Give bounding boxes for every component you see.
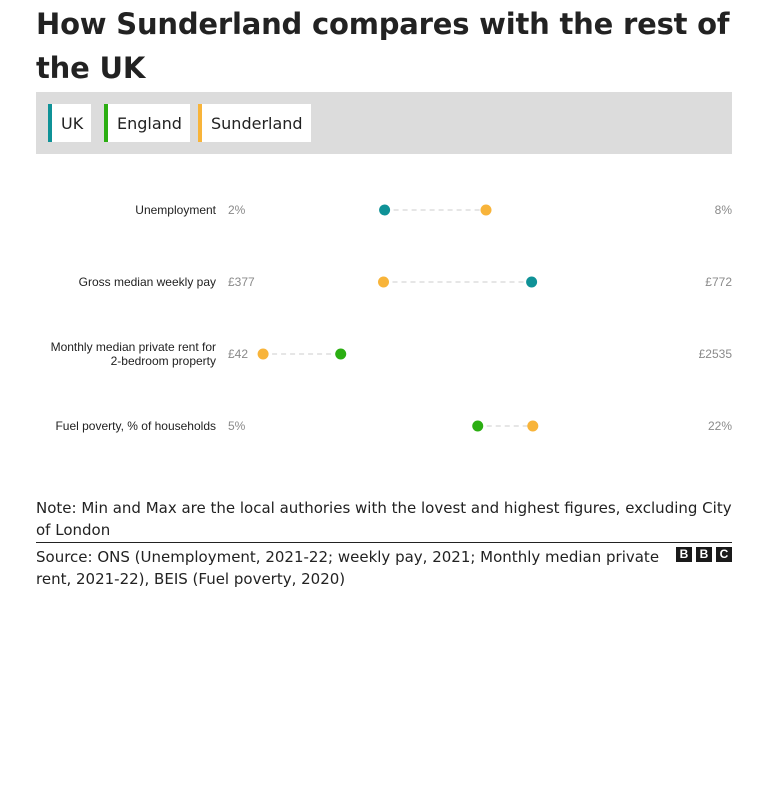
bbc-logo: B B C xyxy=(676,547,732,562)
row-label: Unemployment xyxy=(135,203,216,217)
row-label-line: 2-bedroom property xyxy=(111,354,216,368)
min-label: 2% xyxy=(228,203,246,217)
data-point-england xyxy=(335,348,347,360)
row-label: Monthly median private rent for 2-bedroom… xyxy=(51,340,216,368)
row-label: Gross median weekly pay xyxy=(79,275,216,289)
legend-item-england: England xyxy=(104,104,190,142)
max-label: £772 xyxy=(705,275,732,289)
chart-source: Source: ONS (Unemployment, 2021-22; week… xyxy=(36,548,660,588)
data-point-uk xyxy=(526,276,538,288)
data-point-uk xyxy=(379,204,391,216)
legend-label-sunderland: Sunderland xyxy=(211,113,303,133)
chart-note: Note: Min and Max are the local authorie… xyxy=(36,499,732,539)
max-label: 22% xyxy=(708,419,732,433)
divider xyxy=(36,542,732,543)
legend-item-uk: UK xyxy=(48,104,92,142)
row-label: Fuel poverty, % of households xyxy=(55,419,216,433)
data-point-england xyxy=(472,420,484,432)
chart-title: How Sunderland compares with the rest of… xyxy=(36,7,730,85)
legend-label-england: England xyxy=(117,113,182,133)
data-point-sunderland xyxy=(527,420,539,432)
bbc-logo-block-2: B xyxy=(696,547,712,562)
legend: UK England Sunderland xyxy=(36,92,732,154)
max-label: 8% xyxy=(715,203,733,217)
row-label-line: Monthly median private rent for xyxy=(51,340,216,354)
min-label: 5% xyxy=(228,419,246,433)
dot-range-chart: Unemployment 2% 8% Gross median weekly pay £… xyxy=(51,203,733,433)
min-label: £42 xyxy=(228,347,248,361)
legend-swatch-sunderland xyxy=(198,104,202,142)
bbc-logo-block-1: B xyxy=(676,547,692,562)
data-point-sunderland xyxy=(480,204,492,216)
min-label: £377 xyxy=(228,275,255,289)
bbc-logo-block-3: C xyxy=(716,547,732,562)
data-point-sunderland xyxy=(378,276,390,288)
legend-item-sunderland: Sunderland xyxy=(198,104,311,142)
legend-swatch-uk xyxy=(48,104,52,142)
max-label: £2535 xyxy=(699,347,733,361)
legend-swatch-england xyxy=(104,104,108,142)
legend-label-uk: UK xyxy=(61,113,84,133)
data-point-sunderland xyxy=(257,348,269,360)
